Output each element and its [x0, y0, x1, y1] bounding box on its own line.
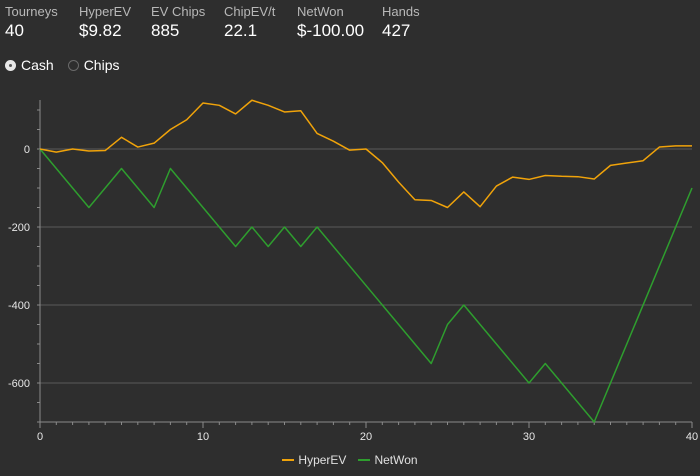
view-toggle: Cash Chips	[5, 57, 133, 73]
stat-label: ChipEV/t	[224, 4, 276, 19]
stat-chipev-per-tourney: ChipEV/t 22.1	[224, 4, 297, 42]
radio-cash-label: Cash	[21, 57, 54, 73]
stat-label: NetWon	[297, 4, 344, 19]
legend-swatch-netwon	[358, 459, 371, 461]
stats-bar: Tourneys 40 HyperEV $9.82 EV Chips 885 C…	[5, 4, 442, 42]
x-tick-label: 40	[686, 431, 698, 443]
y-tick-label: -200	[8, 222, 30, 234]
x-tick-label: 30	[523, 431, 535, 443]
x-tick-label: 20	[360, 431, 372, 443]
stat-label: Tourneys	[5, 4, 58, 19]
y-tick-label: -400	[8, 300, 30, 312]
radio-chips-label: Chips	[83, 57, 120, 73]
x-tick-label: 10	[197, 431, 209, 443]
series-line-hyperev	[39, 99, 692, 209]
chart-legend: HyperEV NetWon	[0, 453, 700, 467]
legend-item-netwon[interactable]: NetWon	[358, 453, 418, 467]
x-tick-label: 0	[37, 431, 43, 443]
series-line-netwon	[39, 148, 693, 423]
stat-ev-chips: EV Chips 885	[151, 4, 224, 42]
radio-chips[interactable]: Chips	[67, 57, 120, 73]
stat-netwon: NetWon $-100.00	[297, 4, 382, 42]
stat-tourneys: Tourneys 40	[5, 4, 79, 42]
legend-swatch-hyperev	[282, 459, 295, 461]
stat-value: 885	[151, 21, 180, 40]
legend-label-hyperev: HyperEV	[298, 453, 347, 467]
stat-label: HyperEV	[79, 4, 132, 19]
stat-value: 427	[382, 21, 411, 40]
radio-unchecked-icon[interactable]	[67, 59, 79, 71]
stat-label: EV Chips	[151, 4, 206, 19]
stat-hyperev: HyperEV $9.82	[79, 4, 151, 42]
stat-value: $-100.00	[297, 21, 365, 40]
legend-label-netwon: NetWon	[374, 453, 418, 467]
stat-value: 22.1	[224, 21, 258, 40]
y-tick-label: -600	[8, 378, 30, 390]
radio-checked-icon[interactable]	[5, 59, 16, 71]
legend-item-hyperev[interactable]: HyperEV	[282, 453, 346, 467]
stat-value: 40	[5, 21, 24, 40]
y-tick-label: 0	[24, 144, 30, 156]
stat-hands: Hands 427	[382, 4, 442, 42]
stat-label: Hands	[382, 4, 420, 19]
stat-value: $9.82	[79, 21, 122, 40]
radio-cash[interactable]: Cash	[5, 57, 54, 73]
